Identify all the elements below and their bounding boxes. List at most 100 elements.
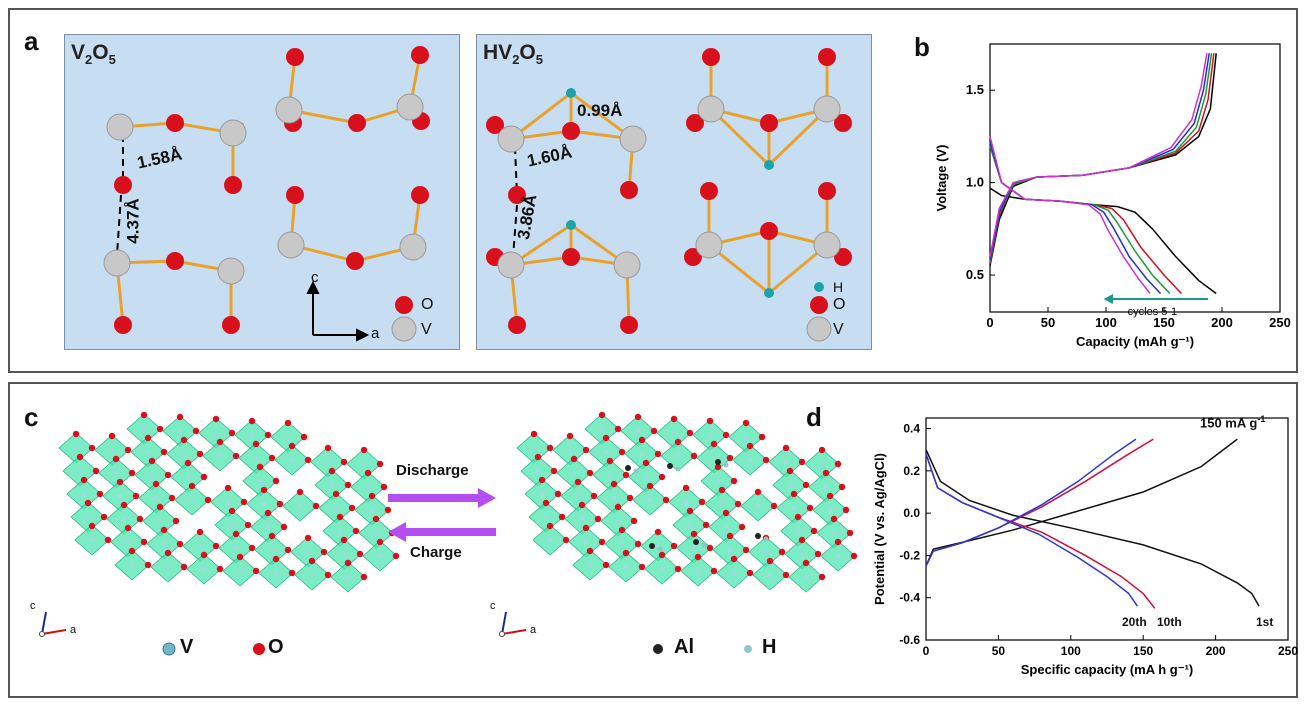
vanadium-atom	[647, 497, 653, 503]
x-tick-label: 200	[1206, 644, 1226, 658]
y-tick-label: 0.2	[903, 464, 920, 478]
chart-d-potential-capacity: 0 50 100 150 200 250 -0.6 -0.4 -0.2 0.0 0.2 0.4 Spec…	[872, 417, 1298, 677]
vanadium-atom	[113, 470, 119, 476]
oxygen-atom	[622, 471, 630, 479]
oxygen-atom	[88, 522, 96, 530]
vanadium-atom	[141, 426, 147, 432]
oxygen-atom	[348, 504, 356, 512]
panel-letter-a: a	[24, 26, 39, 56]
oxygen-atom	[550, 467, 558, 475]
vanadium-atom	[249, 432, 255, 438]
oxygen-atom	[80, 476, 88, 484]
oxygen-atom	[722, 509, 730, 517]
oxygen-atom	[372, 515, 380, 523]
series-line-2-charge	[989, 53, 1213, 263]
oxygen-atom	[116, 478, 124, 486]
oxygen-atom	[798, 536, 806, 544]
oxygen-atom	[288, 569, 296, 577]
vanadium-atom	[639, 451, 645, 457]
oxygen-atom	[196, 528, 204, 536]
oxygen-atom	[176, 413, 184, 421]
vanadium-atom	[731, 570, 737, 576]
oxygen-atom	[136, 515, 144, 523]
oxygen-atom	[742, 419, 750, 427]
hv2o5-h-bond-label: 0.99Å	[577, 101, 623, 120]
oxygen-atom	[830, 515, 838, 523]
x-tick-label: 0	[986, 315, 993, 330]
oxygen-atom	[276, 500, 284, 508]
aluminum-ion	[649, 543, 655, 549]
oxygen-atom	[156, 503, 164, 511]
legend-v-label: V	[180, 636, 194, 658]
vanadium-atom	[377, 553, 383, 559]
vanadium-atom	[325, 459, 331, 465]
vanadium-atom	[747, 457, 753, 463]
oxygen-atom	[690, 452, 698, 460]
oxygen-atom	[272, 477, 280, 485]
oxygen-atom	[88, 444, 96, 452]
oxygen-atom	[168, 494, 176, 502]
oxygen-atom	[252, 567, 260, 575]
oxygen-atom	[248, 417, 256, 425]
oxygen-atom	[730, 477, 738, 485]
oxygen-atom	[642, 459, 650, 467]
oxygen-atom	[534, 453, 542, 461]
aluminum-ion	[755, 533, 761, 539]
oxygen-atom	[264, 509, 272, 517]
vanadium-atom	[109, 447, 115, 453]
oxygen-atom	[822, 469, 830, 477]
vanadium-atom	[373, 530, 379, 536]
vanadium-atom	[257, 478, 263, 484]
oxygen-atom	[638, 436, 646, 444]
vanadium-atom	[329, 482, 335, 488]
oxygen-atom	[216, 565, 224, 573]
oxygen-atom	[610, 480, 618, 488]
chart-d-current-label: 150 mA g-1	[1200, 414, 1266, 431]
vanadium-atom	[181, 451, 187, 457]
v2o5-axis-c-label: c	[311, 269, 319, 286]
hydrogen-ion	[675, 466, 681, 472]
x-tick-label: 0	[923, 644, 930, 658]
oxygen-atom	[706, 544, 714, 552]
oxygen-atom	[212, 542, 220, 550]
oxygen-atom	[706, 417, 714, 425]
oxygen-atom	[140, 538, 148, 546]
vanadium-atom	[149, 472, 155, 478]
oxygen-atom	[682, 484, 690, 492]
aluminum-ion	[693, 539, 699, 545]
v2o5-title: V2O5	[71, 41, 116, 68]
oxygen-atom	[834, 460, 842, 468]
hydrogen-ion	[723, 462, 729, 468]
oxygen-atom	[100, 513, 108, 521]
vanadium-atom	[691, 545, 697, 551]
oxygen-atom	[312, 502, 320, 510]
oxygen-atom	[850, 552, 858, 560]
vanadium-atom	[157, 518, 163, 524]
charge-arrow	[388, 522, 496, 542]
oxygen-atom	[324, 444, 332, 452]
vanadium-atom	[787, 482, 793, 488]
vanadium-atom	[253, 455, 259, 461]
oxygen-atom	[336, 513, 344, 521]
x-tick-label: 100	[1095, 315, 1117, 330]
oxygen-atom	[746, 569, 754, 577]
series-line-0-charge	[925, 438, 1238, 567]
legend-v-atom-icon	[162, 642, 176, 656]
vanadium-atom	[225, 499, 231, 505]
vanadium-atom	[671, 430, 677, 436]
vanadium-atom	[643, 474, 649, 480]
vanadium-atom	[265, 524, 271, 530]
oxygen-atom	[646, 482, 654, 490]
vanadium-atom	[819, 461, 825, 467]
aluminum-ion	[667, 463, 673, 469]
cycles-annotation: cycles 5-1	[1128, 306, 1178, 318]
oxygen-atom	[232, 452, 240, 460]
vanadium-atom	[659, 566, 665, 572]
oxygen-atom	[76, 453, 84, 461]
vanadium-atom	[201, 566, 207, 572]
x-tick-label: 100	[1061, 644, 1081, 658]
oxygen-atom	[726, 454, 734, 462]
oxygen-atom	[566, 432, 574, 440]
y-tick-label: 0.4	[903, 422, 920, 436]
vanadium-atom	[755, 503, 761, 509]
